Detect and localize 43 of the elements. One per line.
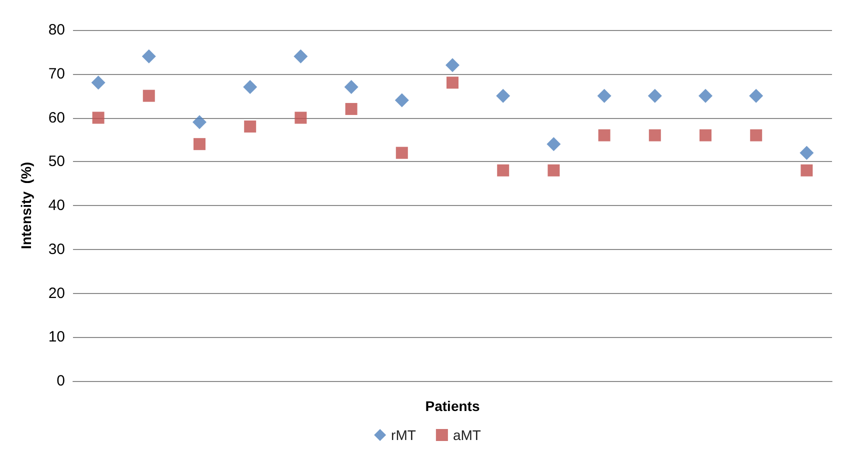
point <box>345 102 358 115</box>
point <box>546 137 561 152</box>
point <box>648 129 661 142</box>
point <box>192 115 206 130</box>
y-tick-label: 40 <box>48 197 65 214</box>
y-tick-label: 70 <box>48 65 65 82</box>
point <box>244 120 256 133</box>
point <box>394 93 409 108</box>
point <box>344 80 358 94</box>
point <box>698 88 712 103</box>
point <box>598 129 610 142</box>
y-tick-label: 0 <box>56 372 65 390</box>
point <box>243 80 258 94</box>
point <box>496 88 510 103</box>
point <box>294 49 308 64</box>
point <box>750 129 762 142</box>
point <box>446 76 458 89</box>
y-tick-label: 50 <box>48 153 65 170</box>
y-tick-label: 60 <box>48 109 65 126</box>
point <box>648 88 662 103</box>
point <box>142 90 155 102</box>
point <box>294 112 307 124</box>
point <box>497 164 510 176</box>
y-tick-label: 20 <box>48 284 65 302</box>
point <box>548 164 560 176</box>
legend-label: rMT <box>391 427 416 443</box>
y-axis-title: Intensity (%) <box>18 162 34 250</box>
point <box>800 146 814 160</box>
point <box>91 76 106 90</box>
point <box>396 146 408 159</box>
point <box>597 88 612 103</box>
x-axis-title: Patients <box>425 398 480 414</box>
point <box>749 88 764 103</box>
point <box>700 129 712 142</box>
point <box>142 49 156 64</box>
point <box>194 138 206 150</box>
point <box>92 112 104 124</box>
y-tick-label: 80 <box>48 22 65 38</box>
y-tick-label: 30 <box>48 240 65 258</box>
point <box>800 164 813 176</box>
y-tick-label: 10 <box>48 328 65 346</box>
legend-label: aMT <box>452 427 482 443</box>
point <box>446 58 460 72</box>
